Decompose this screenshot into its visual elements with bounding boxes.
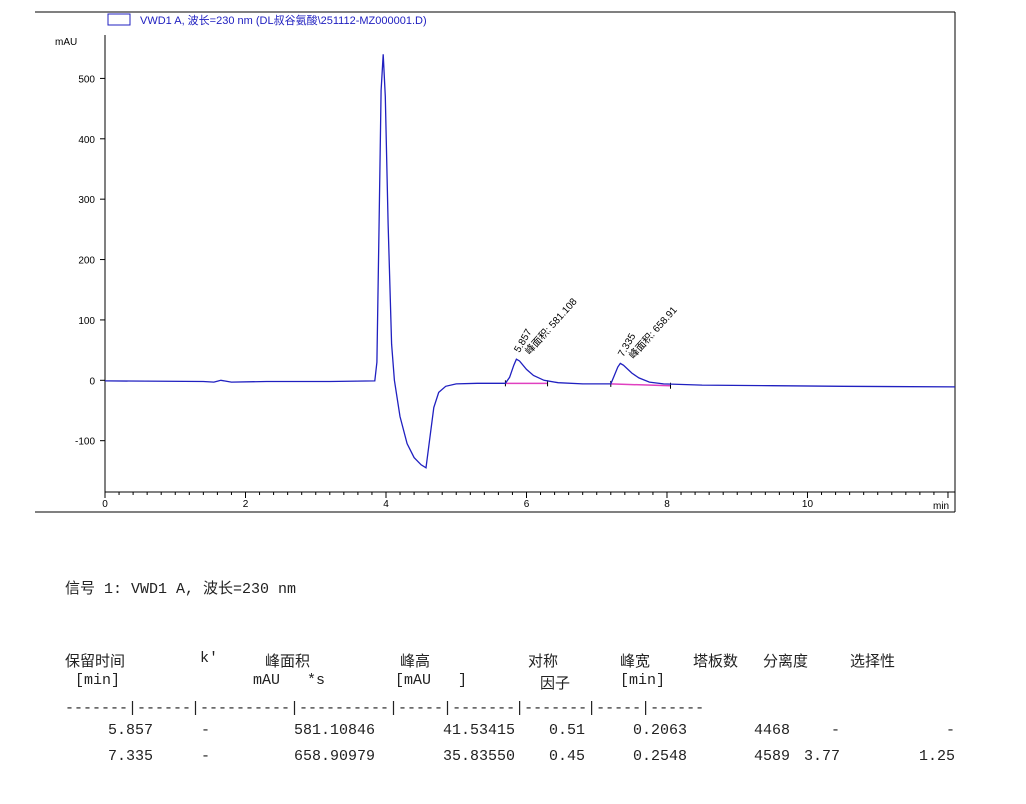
results-table: 保留时间 k' 峰面积 峰高 对称 峰宽 塔板数 分离度 选择性 [min] mAU *s [mAU …	[65, 650, 955, 765]
column-header: 选择性	[850, 654, 896, 671]
y-tick-label: 500	[78, 74, 95, 85]
column-unit: [min]	[620, 672, 666, 689]
x-tick-label: 8	[664, 499, 670, 510]
chromatogram-chart: VWD1 A, 波长=230 nm (DL叔谷氨酸\251112-MZ00000…	[35, 11, 956, 513]
column-header: 塔板数	[693, 654, 739, 671]
column-unit: 因子	[540, 676, 571, 693]
peak-area-label: 峰面积: 581.108	[523, 296, 580, 358]
x-tick-label: 0	[102, 499, 108, 510]
y-tick-label: 200	[78, 256, 95, 267]
y-tick-label: 100	[78, 316, 95, 327]
column-header: 保留时间	[65, 654, 126, 671]
column-unit: [mAU ]	[395, 672, 468, 689]
peak-area-label: 峰面积: 658.91	[627, 304, 680, 362]
column-header: 分离度	[763, 654, 809, 671]
column-header: k'	[200, 650, 219, 667]
column-unit: mAU *s	[253, 672, 326, 689]
y-tick-label: -100	[75, 437, 95, 448]
column-header: 峰面积	[265, 654, 311, 671]
integration-baseline	[610, 383, 671, 387]
legend-swatch	[107, 13, 131, 26]
column-unit: [min]	[75, 672, 121, 689]
signal-title: 信号 1: VWD1 A, 波长=230 nm	[65, 581, 297, 598]
column-header: 峰高	[400, 654, 431, 671]
x-tick-label: 6	[524, 499, 530, 510]
signal-trace	[104, 54, 956, 469]
x-tick-label: 4	[383, 499, 389, 510]
legend-label: VWD1 A, 波长=230 nm (DL叔谷氨酸\251112-MZ00000…	[140, 13, 427, 27]
y-tick-label: 400	[78, 135, 95, 146]
table-separator: -------|------|----------|----------|---…	[65, 700, 705, 717]
x-tick-label: 2	[243, 499, 249, 510]
column-header: 对称	[528, 654, 559, 671]
y-tick-label: 0	[89, 376, 95, 387]
x-axis-label: min	[933, 501, 949, 512]
y-axis-label: mAU	[55, 37, 77, 48]
column-header: 峰宽	[620, 654, 651, 671]
x-tick-label: 10	[802, 499, 814, 510]
y-tick-label: 300	[78, 195, 95, 206]
